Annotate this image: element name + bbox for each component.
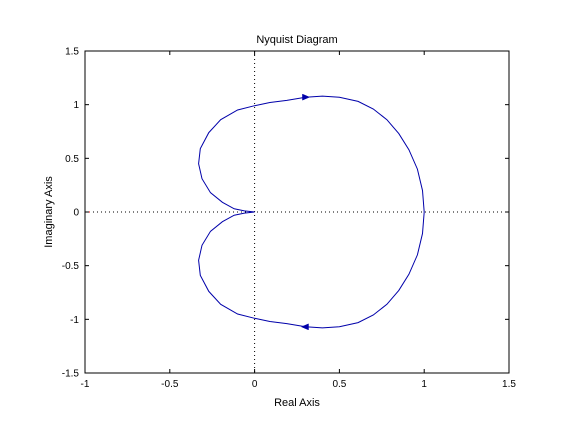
y-tick-label: 0.5 xyxy=(65,154,79,165)
tick-layer: -1 -0.5 0 0.5 1 1.5-1.5-1-0.500.511.5 xyxy=(62,47,517,391)
x-tick-label: -0.5 xyxy=(161,379,179,390)
x-tick-label: 1 xyxy=(421,379,427,390)
nyquist-curve-1 xyxy=(198,95,425,213)
x-axis-label: Real Axis xyxy=(274,397,320,409)
direction-arrow-2 xyxy=(300,323,309,331)
chart-title: Nyquist Diagram xyxy=(256,34,337,46)
series-layer xyxy=(198,95,425,329)
x-tick-label: 0 xyxy=(252,379,258,390)
x-tick-label: 0.5 xyxy=(332,379,346,390)
y-axis-label: Imaginary Axis xyxy=(43,176,55,248)
y-tick-label: 1 xyxy=(73,100,79,111)
y-tick-label: 0 xyxy=(73,208,79,219)
y-tick-label: -1 xyxy=(70,315,79,326)
nyquist-curve-2 xyxy=(198,211,425,329)
y-tick-label: 1.5 xyxy=(65,47,79,58)
y-tick-label: -0.5 xyxy=(62,261,80,272)
reference-lines xyxy=(85,51,509,373)
direction-arrow-1 xyxy=(302,93,311,101)
x-tick-label: -1 xyxy=(81,379,90,390)
x-tick-label: 1.5 xyxy=(502,379,516,390)
y-tick-label: -1.5 xyxy=(62,369,80,380)
